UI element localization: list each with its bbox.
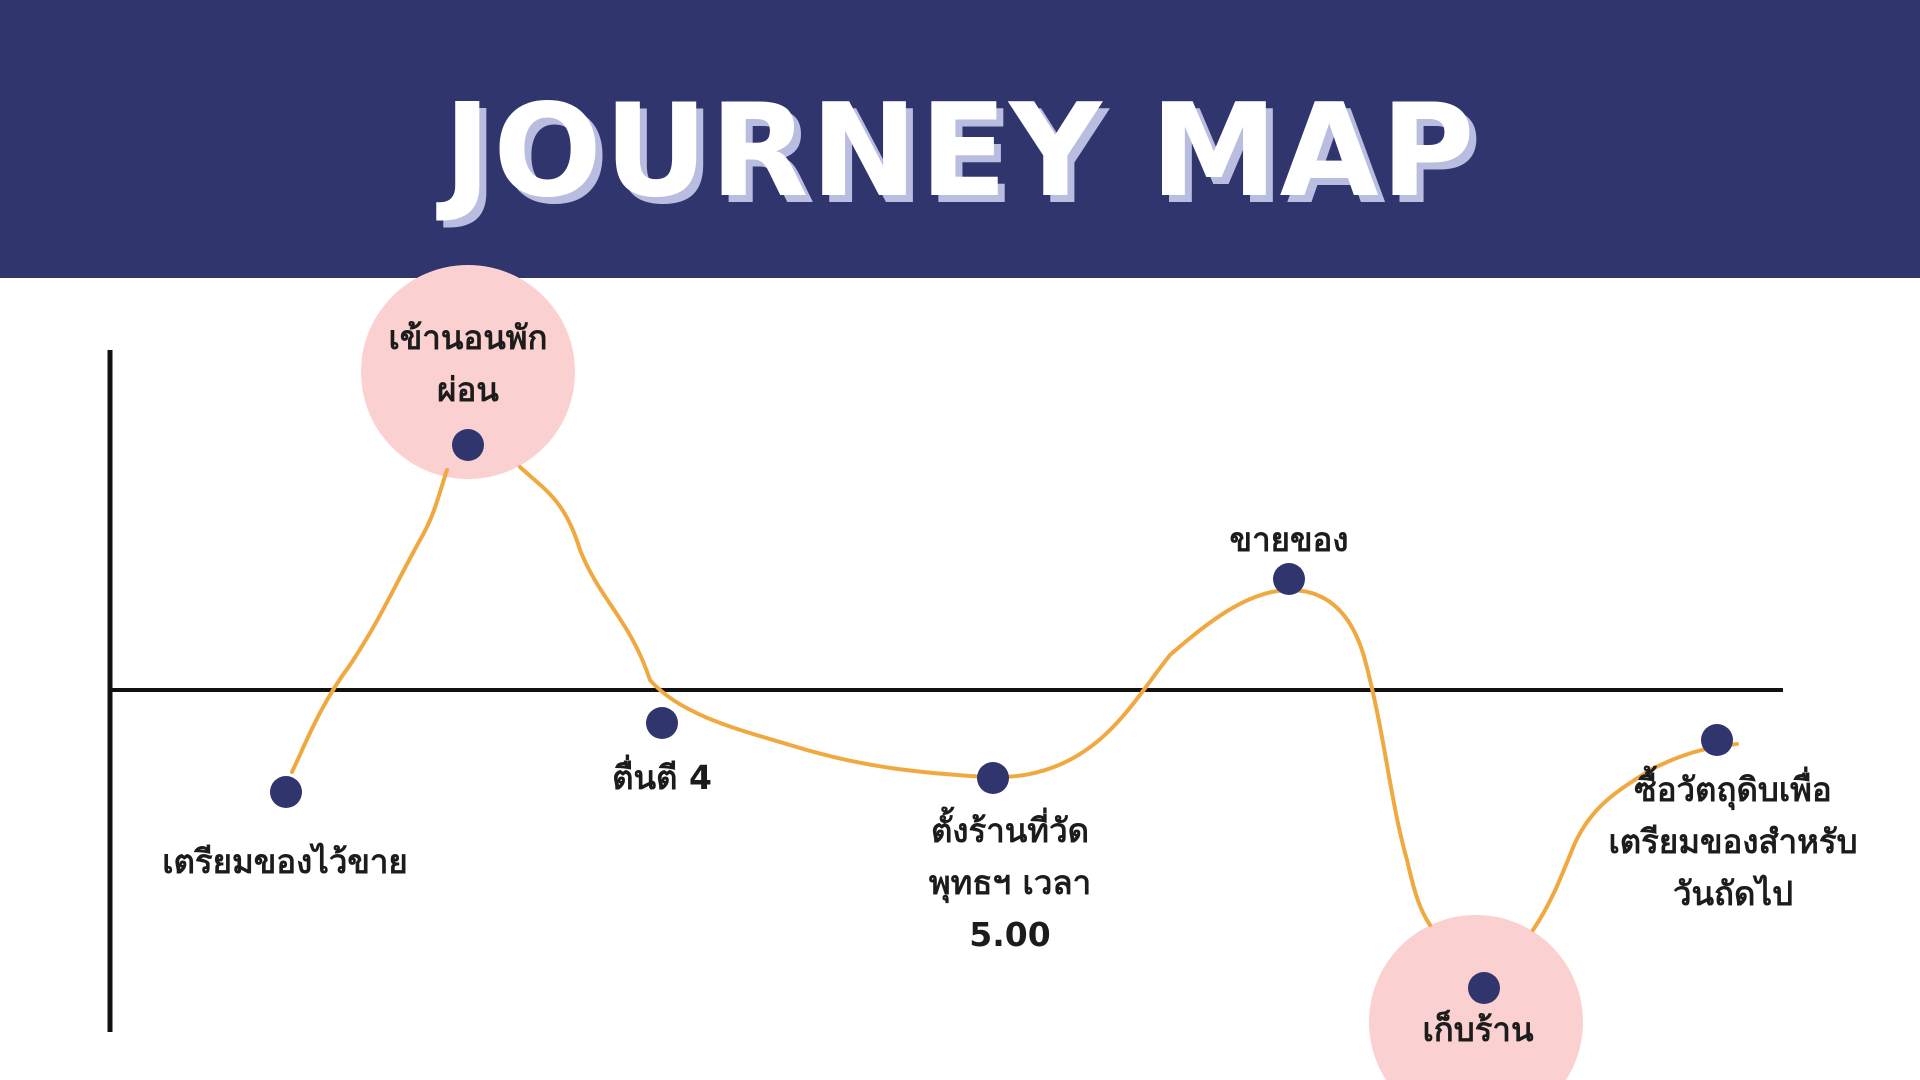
step-label-sell: ขายของ bbox=[1229, 520, 1349, 559]
step-label-close: เก็บร้าน bbox=[1422, 1010, 1534, 1049]
step-node-rest bbox=[452, 429, 484, 461]
highlight-circle-rest bbox=[361, 265, 575, 479]
step-node-buy bbox=[1701, 724, 1733, 756]
step-label-buy: ซื้อวัตถุดิบเพื่อ เตรียมของสำหรับ วันถัด… bbox=[1608, 770, 1858, 913]
step-label-setup: ตั้งร้านที่วัด พุทธฯ เวลา 5.00 bbox=[928, 811, 1092, 954]
step-node-prepare bbox=[270, 776, 302, 808]
step-node-wake bbox=[646, 707, 678, 739]
journey-curve-rise bbox=[290, 468, 449, 774]
page-title: JOURNEY MAP bbox=[443, 77, 1477, 226]
header-banner: JOURNEY MAP bbox=[0, 0, 1920, 278]
journey-curve-end bbox=[1531, 742, 1739, 932]
step-label-wake: ตื่นตี 4 bbox=[612, 758, 712, 797]
step-node-setup bbox=[977, 762, 1009, 794]
step-label-prepare: เตรียมของไว้ขาย bbox=[162, 842, 408, 881]
step-node-close bbox=[1468, 972, 1500, 1004]
step-label-rest: เข้านอนพัก ผ่อน bbox=[388, 318, 548, 409]
journey-curve-middle bbox=[518, 465, 1432, 927]
step-node-sell bbox=[1273, 563, 1305, 595]
